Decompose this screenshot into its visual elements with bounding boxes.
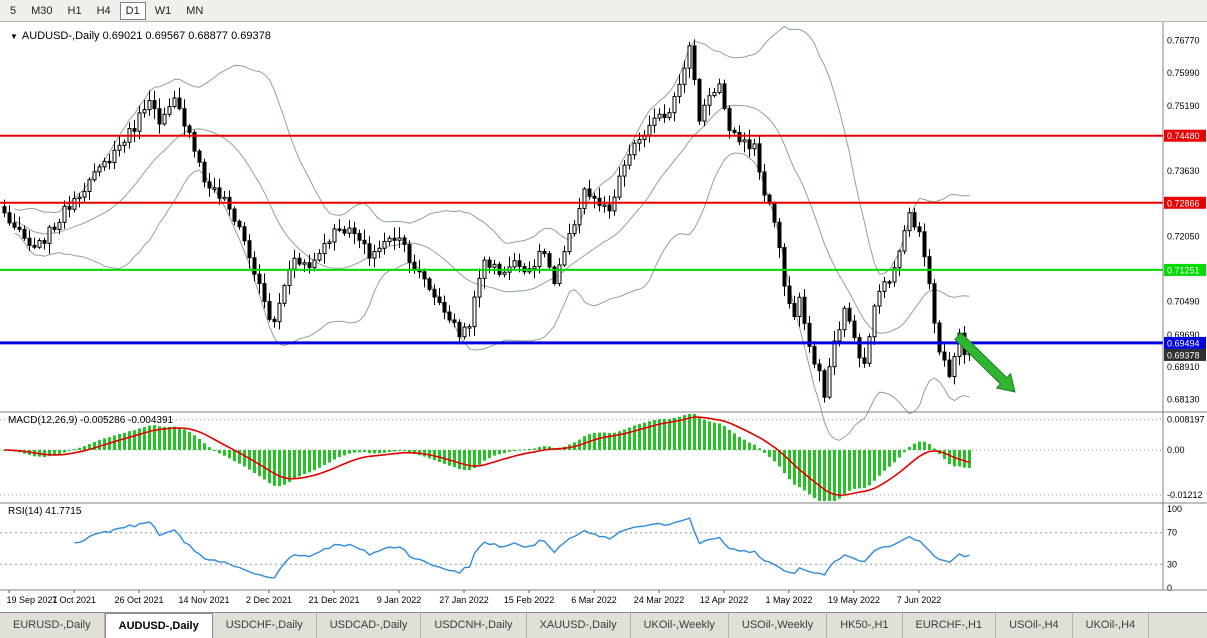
price-axis-label: 0.70490 [1167, 297, 1200, 307]
timeframe-button-W1[interactable]: W1 [154, 4, 172, 17]
price-tag-label: 0.69378 [1167, 350, 1200, 360]
rsi-value-text: 41.7715 [45, 506, 82, 517]
price-tag [1164, 336, 1206, 349]
timeframe-button-H1[interactable]: H1 [67, 4, 82, 17]
macd-axis-label: 0.00 [1167, 445, 1185, 455]
chart-tab-usdcnh-daily[interactable]: USDCNH-,Daily [421, 613, 527, 638]
price-tag-label: 0.72866 [1167, 198, 1200, 208]
macd-indicator-label: MACD(12,26,9) -0.005286 -0.004391 [8, 415, 173, 426]
price-axis-label: 0.69690 [1167, 330, 1200, 340]
date-label: 26 Oct 2021 [114, 595, 163, 605]
date-label: 15 Feb 2022 [504, 595, 555, 605]
price-axis-label: 0.75190 [1167, 101, 1200, 111]
price-axis-label: 0.68910 [1167, 362, 1200, 372]
date-label: 2 Dec 2021 [246, 595, 292, 605]
date-label: 6 Mar 2022 [571, 595, 617, 605]
date-label: 19 May 2022 [828, 595, 880, 605]
chart-tab-audusd-daily[interactable]: AUDUSD-,Daily [104, 613, 213, 638]
date-label: 1 May 2022 [765, 595, 812, 605]
bollinger-middle-band [14, 104, 970, 334]
price-tag-label: 0.74480 [1167, 131, 1200, 141]
bollinger-upper-band [14, 25, 970, 275]
symbol-dropdown-icon[interactable]: ▼ [10, 32, 18, 41]
rsi-label-text: RSI(14) [8, 506, 43, 517]
date-label: 12 Apr 2022 [700, 595, 749, 605]
price-axis-label: 0.68130 [1167, 395, 1200, 405]
chart-tab-ukoil-h4[interactable]: UKOil-,H4 [1073, 613, 1150, 638]
macd-signal-line [4, 416, 970, 497]
macd-label-text: MACD(12,26,9) [8, 415, 78, 426]
date-label: 21 Dec 2021 [308, 595, 359, 605]
date-label: 14 Nov 2021 [178, 595, 229, 605]
chart-tabs-bar: EURUSD-,Daily AUDUSD-,Daily USDCHF-,Daily U… [0, 612, 1207, 638]
price-tag [1164, 263, 1206, 276]
date-label: 19 Sep 2021 [6, 595, 57, 605]
timeframe-button-H4[interactable]: H4 [96, 4, 111, 17]
chart-title-symbol: AUDUSD-,Daily [21, 30, 100, 42]
rsi-axis-label: 0 [1167, 583, 1172, 593]
chart-tab-eurchf-h1[interactable]: EURCHF-,H1 [903, 613, 997, 638]
price-tag-label: 0.69494 [1167, 338, 1200, 348]
chart-tab-usdchf-daily[interactable]: USDCHF-,Daily [213, 613, 317, 638]
timeframe-button-M30[interactable]: M30 [31, 4, 53, 17]
rsi-line [74, 517, 970, 579]
rsi-axis-label: 30 [1167, 559, 1177, 569]
chart-tab-usoil-weekly[interactable]: USOil-,Weekly [729, 613, 828, 638]
timeframe-button-5[interactable]: 5 [10, 4, 17, 17]
price-tag [1164, 348, 1206, 361]
chart-tab-eurusd-daily[interactable]: EURUSD-,Daily [0, 613, 105, 638]
price-axis-label: 0.73630 [1167, 166, 1200, 176]
price-tag-label: 0.71251 [1167, 265, 1200, 275]
macd-axis-label: -0.01212 [1167, 490, 1203, 500]
price-tag [1164, 196, 1206, 209]
chart-ohlc-values: 0.69021 0.69567 0.68877 0.69378 [102, 30, 271, 42]
date-label: 7 Oct 2021 [52, 595, 96, 605]
date-label: 24 Mar 2022 [634, 595, 685, 605]
chart-tab-usdcad-daily[interactable]: USDCAD-,Daily [317, 613, 422, 638]
price-tag [1164, 129, 1206, 142]
price-axis-label: 0.72050 [1167, 232, 1200, 242]
date-label: 7 Jun 2022 [897, 595, 942, 605]
timeframe-button-MN[interactable]: MN [186, 4, 204, 17]
macd-values-text: -0.005286 -0.004391 [80, 415, 174, 426]
rsi-axis-label: 70 [1167, 528, 1177, 538]
chart-title: ▼ AUDUSD-,Daily 0.69021 0.69567 0.68877 0… [10, 30, 271, 42]
rsi-axis-label: 100 [1167, 504, 1182, 514]
chart-tab-usoil-h4[interactable]: USOil-,H4 [996, 613, 1073, 638]
macd-axis-label: 0.008197 [1167, 415, 1205, 425]
trend-arrow-annotation[interactable] [954, 332, 1016, 393]
timeframe-toolbar: 5 M30 H1 H4 D1 W1 MN [0, 0, 1207, 22]
date-label: 9 Jan 2022 [377, 595, 422, 605]
price-axis-label: 0.76770 [1167, 36, 1200, 46]
candlestick-series [2, 39, 972, 403]
chart-tab-ukoil-weekly[interactable]: UKOil-,Weekly [631, 613, 729, 638]
date-label: 27 Jan 2022 [439, 595, 489, 605]
price-axis-label: 0.75990 [1167, 68, 1200, 78]
timeframe-button-D1[interactable]: D1 [119, 1, 146, 20]
chart-tab-xauusd-daily[interactable]: XAUUSD-,Daily [527, 613, 631, 638]
macd-histogram [3, 414, 971, 501]
rsi-indicator-label: RSI(14) 41.7715 [8, 506, 81, 517]
chart-tab-hk50-h1[interactable]: HK50-,H1 [827, 613, 903, 638]
